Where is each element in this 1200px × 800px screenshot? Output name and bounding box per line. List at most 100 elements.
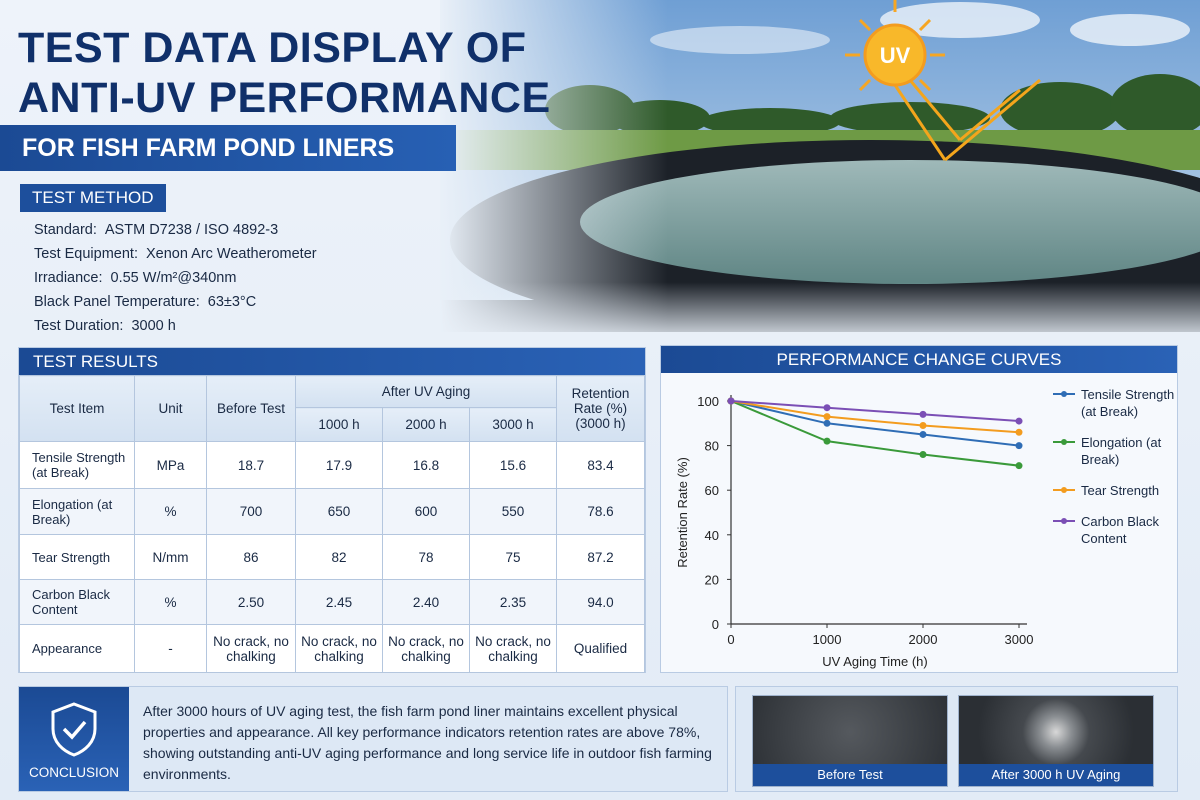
table-row: Elongation (at Break)% 700 650 600 550 78.6 <box>19 488 645 535</box>
data-point <box>727 397 735 405</box>
chart-panel: PERFORMANCE CHANGE CURVES 0 20 40 60 80 100 0 1… <box>660 345 1178 673</box>
table-cell: 2.50 <box>206 579 296 625</box>
header-cell: 3000 h <box>469 407 557 442</box>
method-label: Test Duration: <box>34 318 124 334</box>
conclusion-label: CONCLUSION <box>28 765 119 780</box>
table-row: Tensile Strength (at Break) MPa 18.7 17.9 16… <box>19 441 645 489</box>
x-tick-label: 3000 <box>1005 632 1034 647</box>
sample-before: Before Test <box>752 695 948 787</box>
legend-item: Tensile Strength (at Break) <box>1053 386 1179 420</box>
legend-label: Elongation (at Break) <box>1081 435 1162 467</box>
section-label: TEST METHOD <box>20 184 166 212</box>
conclusion-badge: CONCLUSION <box>19 687 129 791</box>
table-row: Tear Strength N/mm 86 82 78 75 87.2 <box>19 534 645 580</box>
x-axis-title: UV Aging Time (h) <box>822 654 928 669</box>
test-method-row: Test Duration: 3000 h <box>34 318 176 334</box>
table-cell: 86 <box>206 534 296 580</box>
table-cell: 700 <box>206 488 296 535</box>
table-cell: 600 <box>382 488 470 535</box>
table-cell: Appearance <box>19 624 135 673</box>
table-row: Carbon Black Content% 2.50 2.45 2.40 2.35 94.… <box>19 579 645 625</box>
table-cell: No crack, no chalking <box>206 624 296 673</box>
x-tick-label: 0 <box>727 632 734 647</box>
data-point <box>919 422 927 430</box>
table-cell: Elongation (at Break) <box>19 488 135 535</box>
header-cell: Retention Rate (%) (3000 h) <box>556 375 645 442</box>
legend-item: Elongation (at Break) <box>1053 434 1179 468</box>
x-tick-label: 1000 <box>813 632 842 647</box>
series-line <box>730 400 1020 447</box>
table-cell: MPa <box>134 441 207 489</box>
test-method-row: Test Equipment: Xenon Arc Weatherometer <box>34 246 317 262</box>
title: ANTI-UV PERFORMANCE <box>18 74 551 122</box>
results-panel: TEST RESULTS Test Item Unit Before Test … <box>18 347 646 673</box>
table-cell: 16.8 <box>382 441 470 489</box>
y-tick-label: 80 <box>705 439 719 454</box>
data-point <box>919 451 927 459</box>
header-cell: After UV Aging <box>295 375 557 408</box>
conclusion-panel: CONCLUSION After 3000 hours of UV aging … <box>18 686 728 792</box>
y-tick-label: 20 <box>705 572 719 587</box>
data-point <box>823 404 831 412</box>
sample-after: After 3000 h UV Aging <box>958 695 1154 787</box>
header-cell: Unit <box>134 375 207 442</box>
table-cell: 2.35 <box>469 579 557 625</box>
header-cell: 2000 h <box>382 407 470 442</box>
table-cell: No crack, no chalking <box>382 624 470 673</box>
subtitle-banner: FOR FISH FARM POND LINERS <box>0 125 456 171</box>
legend-swatch <box>1053 439 1075 445</box>
method-value: 63±3°C <box>207 294 257 310</box>
table-cell: 82 <box>295 534 383 580</box>
method-label: Black Panel Temperature: <box>34 294 200 310</box>
legend-swatch <box>1053 391 1075 397</box>
table-cell: N/mm <box>134 534 207 580</box>
sample-caption: Before Test <box>753 764 947 786</box>
header-cell: 1000 h <box>295 407 383 442</box>
table-cell: No crack, no chalking <box>469 624 557 673</box>
table-cell: 87.2 <box>556 534 645 580</box>
method-label: Standard: <box>34 222 97 238</box>
table-cell: 550 <box>469 488 557 535</box>
method-label: Test Equipment: <box>34 246 138 262</box>
shield-icon <box>51 702 97 757</box>
table-cell: Tensile Strength (at Break) <box>19 441 135 489</box>
series-line <box>730 400 1020 423</box>
table-row: Appearance - No crack, no chalking No crack… <box>19 624 645 673</box>
data-point <box>919 430 927 438</box>
table-cell: 83.4 <box>556 441 645 489</box>
y-tick-label: 60 <box>705 483 719 498</box>
samples-panel: Before Test After 3000 h UV Aging <box>735 686 1178 792</box>
data-point <box>919 410 927 418</box>
table-cell: % <box>134 579 207 625</box>
y-tick-label: 40 <box>705 528 719 543</box>
legend: Tensile Strength (at Break) Elongation (a… <box>1053 386 1179 561</box>
test-method-row: Irradiance: 0.55 W/m²@340nm <box>34 270 236 286</box>
data-point <box>1015 428 1023 436</box>
table-cell: % <box>134 488 207 535</box>
panel-title: TEST RESULTS <box>19 348 645 375</box>
legend-dot <box>1061 487 1067 493</box>
header-cell: Test Item <box>19 375 135 442</box>
legend-dot <box>1061 439 1067 445</box>
data-point <box>1015 442 1023 450</box>
table-cell: 15.6 <box>469 441 557 489</box>
table-cell: - <box>134 624 207 673</box>
table-cell: 18.7 <box>206 441 296 489</box>
legend-label: Tensile Strength (at Break) <box>1081 387 1175 419</box>
legend-swatch <box>1053 487 1075 493</box>
legend-dot <box>1061 518 1067 524</box>
header-cell: Before Test <box>206 375 296 442</box>
data-point <box>823 419 831 427</box>
table-cell: 650 <box>295 488 383 535</box>
sample-caption: After 3000 h UV Aging <box>959 764 1153 786</box>
method-value: ASTM D7238 / ISO 4892-3 <box>104 222 279 238</box>
legend-item: Carbon Black Content <box>1053 513 1179 547</box>
data-point <box>1015 462 1023 470</box>
x-tick-label: 2000 <box>909 632 938 647</box>
test-method-row: Standard: ASTM D7238 / ISO 4892-3 <box>34 222 278 238</box>
y-axis-title: Retention Rate (%) <box>675 457 690 568</box>
data-point <box>823 437 831 445</box>
conclusion-text: After 3000 hours of UV aging test, the f… <box>143 703 712 782</box>
method-value: Xenon Arc Weatherometer <box>145 246 317 262</box>
legend-label: Carbon Black Content <box>1081 514 1160 546</box>
